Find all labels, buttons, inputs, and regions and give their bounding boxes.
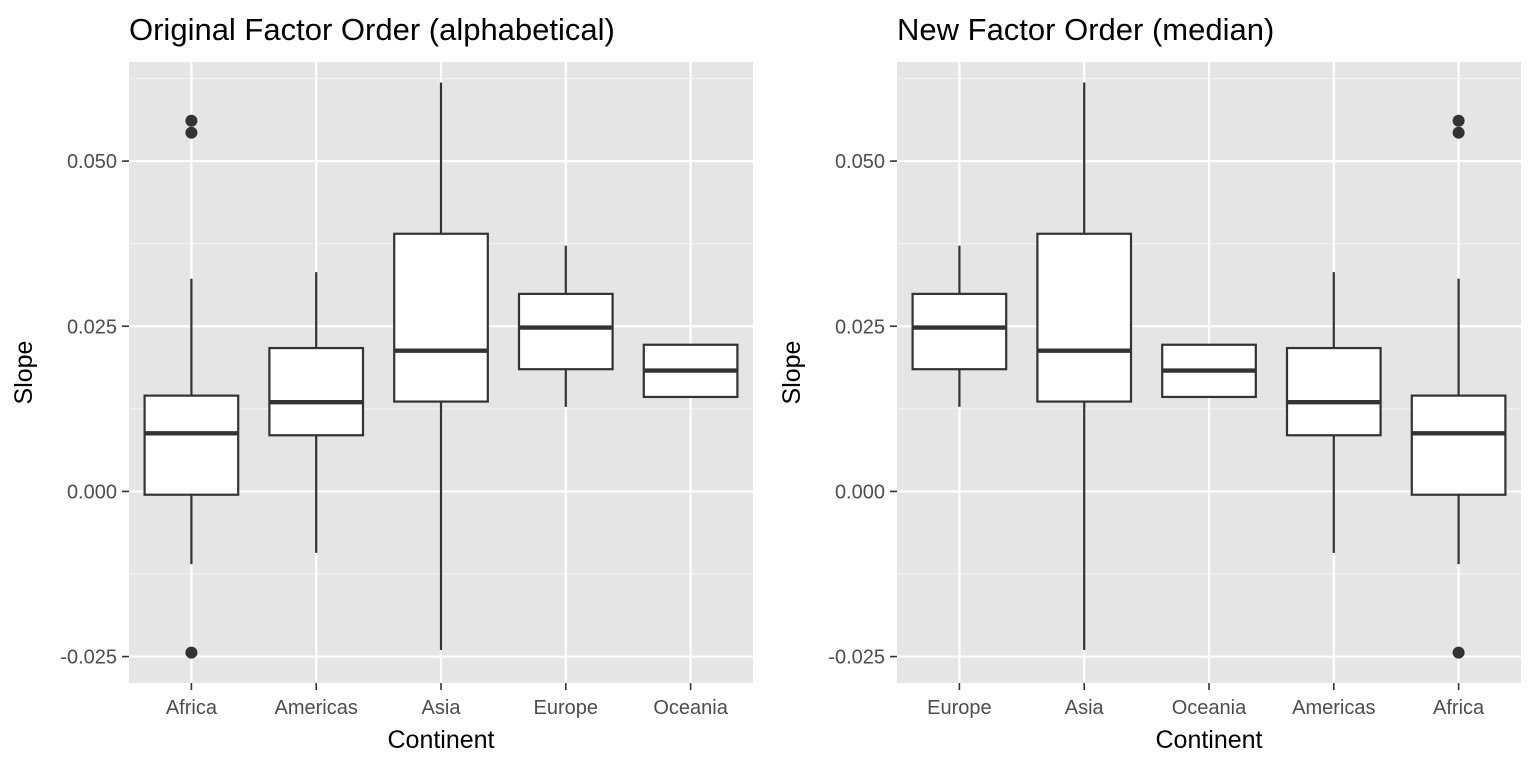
box-iqr: [1036, 232, 1133, 403]
y-tick-label: 0.025: [67, 316, 117, 338]
box-americas: [1285, 272, 1382, 553]
chart-title: Original Factor Order (alphabetical): [129, 12, 615, 47]
box-europe: [911, 245, 1008, 407]
box-africa: [143, 114, 240, 659]
box-iqr: [1410, 394, 1507, 496]
outlier-point: [1452, 126, 1465, 139]
outlier-point: [185, 126, 198, 139]
x-tick-label: Americas: [1292, 697, 1375, 719]
x-tick-label: Asia: [1065, 697, 1105, 719]
x-tick-label: Oceania: [653, 697, 728, 719]
box-asia: [393, 82, 489, 650]
box-africa: [1410, 114, 1507, 659]
x-tick-label: Asia: [422, 697, 462, 719]
y-tick-label: 0.050: [835, 151, 885, 173]
outlier-point: [1452, 114, 1465, 127]
y-axis-title: Slope: [778, 341, 806, 405]
y-tick-label: 0.025: [835, 316, 885, 338]
box-iqr: [143, 394, 240, 496]
x-axis-title: Continent: [1155, 726, 1262, 754]
y-tick-label: -0.025: [828, 647, 885, 669]
y-tick-label: 0.000: [835, 481, 885, 503]
box-iqr: [393, 232, 489, 403]
x-tick-label: Oceania: [1172, 697, 1247, 719]
x-tick-label: Africa: [166, 697, 218, 719]
chart-panel-1: Original Factor Order (alphabetical) -0.0…: [10, 12, 753, 754]
box-europe: [517, 245, 614, 407]
outlier-point: [185, 646, 198, 659]
outlier-point: [185, 114, 198, 127]
x-tick-label: Europe: [927, 697, 992, 719]
box-iqr: [268, 346, 365, 437]
y-tick-label: -0.025: [60, 647, 117, 669]
box-oceania: [642, 343, 739, 399]
y-axis-title: Slope: [10, 341, 38, 405]
box-iqr: [911, 292, 1008, 371]
chart-panel-2: New Factor Order (median) -0.025 0.000 0.02…: [778, 12, 1521, 754]
outlier-point: [1452, 646, 1465, 659]
box-iqr: [517, 292, 614, 371]
box-oceania: [1161, 343, 1257, 399]
box-asia: [1036, 82, 1133, 650]
y-tick-label: 0.050: [67, 151, 117, 173]
x-tick-label: Africa: [1433, 697, 1485, 719]
chart-title: New Factor Order (median): [897, 12, 1274, 47]
y-tick-label: 0.000: [67, 481, 117, 503]
x-axis-title: Continent: [387, 726, 494, 754]
box-americas: [268, 272, 365, 553]
box-iqr: [1285, 346, 1382, 437]
x-tick-label: Americas: [275, 697, 358, 719]
x-tick-label: Europe: [534, 697, 599, 719]
